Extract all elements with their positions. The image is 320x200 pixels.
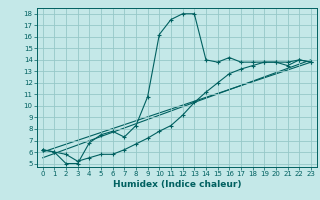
X-axis label: Humidex (Indice chaleur): Humidex (Indice chaleur) — [113, 180, 241, 189]
